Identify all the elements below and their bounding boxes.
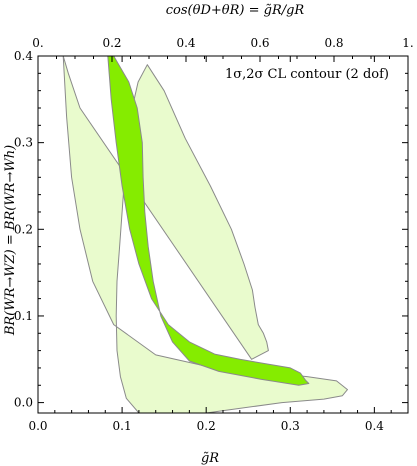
tick-layer: 0.0 0.1 0.2 0.3 0.40.00.10.20.30.40. 0.2 0.4 0.… — [14, 36, 414, 433]
x-tick-label: 0.1 — [113, 419, 132, 433]
y-tick-label: 0.0 — [14, 396, 33, 410]
y-tick-label: 0.2 — [14, 222, 33, 236]
top-axis-label: cos(θD+θR) = g̃R/gR — [166, 3, 305, 18]
x-tick-label: 0.4 — [365, 419, 384, 433]
x-tick-label: 0.0 — [28, 419, 47, 433]
x-tick-label: 0.3 — [281, 419, 300, 433]
y-tick-label: 0.3 — [14, 136, 33, 150]
contour-1sigma — [107, 56, 310, 386]
contour-annotation: 1σ,2σ CL contour (2 dof) — [225, 67, 389, 82]
top-tick-label: 0.2 — [102, 36, 121, 50]
contour-layer — [62, 56, 348, 413]
y-tick-label: 0.1 — [14, 309, 33, 323]
top-tick-label: 0.4 — [176, 36, 195, 50]
top-tick-label: 0.8 — [324, 36, 343, 50]
top-tick-label: 1. — [402, 36, 413, 50]
top-tick-label: 0.6 — [250, 36, 269, 50]
y-tick-label: 0.4 — [14, 49, 33, 63]
x-tick-label: 0.2 — [197, 419, 216, 433]
y-axis-label: BR(WR→WZ) = BR(WR→Wh) — [3, 145, 18, 336]
top-tick-label: 0. — [32, 36, 43, 50]
x-axis-label: g̃R — [201, 451, 219, 466]
